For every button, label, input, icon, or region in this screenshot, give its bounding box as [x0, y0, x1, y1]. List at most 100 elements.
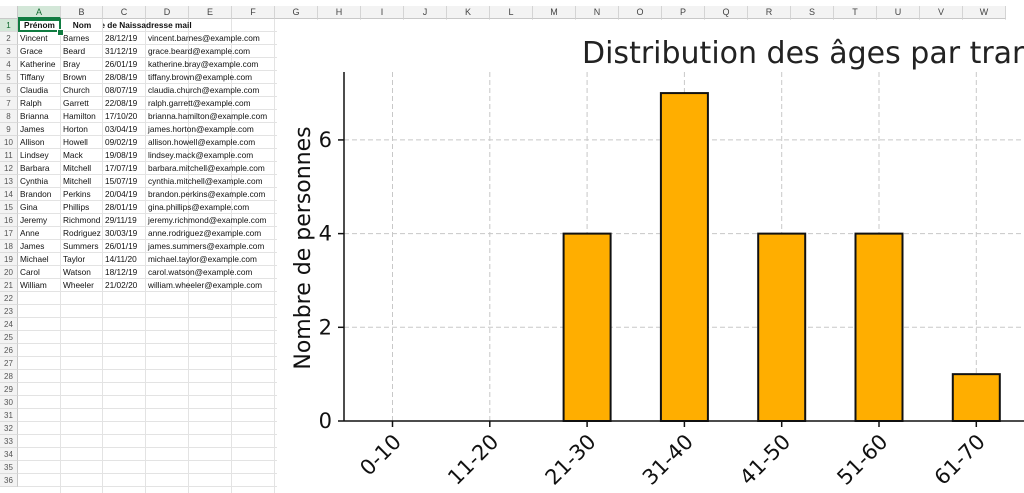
row-header-6[interactable]: 6 [0, 84, 18, 97]
select-all-corner[interactable] [0, 6, 18, 19]
cell[interactable]: 03/04/19 [105, 124, 138, 134]
cell[interactable]: Rodriguez [63, 228, 101, 238]
cell[interactable]: james.horton@example.com [148, 124, 254, 134]
column-header-V[interactable]: V [920, 6, 963, 19]
cell[interactable]: Howell [63, 137, 88, 147]
cell[interactable]: 29/11/19 [105, 215, 137, 225]
row-header-19[interactable]: 19 [0, 253, 18, 266]
cell[interactable]: Tiffany [20, 72, 45, 82]
cell[interactable]: 22/08/19 [105, 98, 138, 108]
cell[interactable]: Summers [63, 241, 99, 251]
row-header-4[interactable]: 4 [0, 58, 18, 71]
age-distribution-chart[interactable]: Distribution des âges par tran Nombre de… [277, 20, 1024, 493]
header-cell[interactable]: e de Naissa [103, 20, 146, 30]
cell[interactable]: vincent.barnes@example.com [148, 33, 260, 43]
cell[interactable]: 28/12/19 [105, 33, 138, 43]
row-header-26[interactable]: 26 [0, 344, 18, 357]
cell[interactable]: Hamilton [63, 111, 96, 121]
cell[interactable]: allison.howell@example.com [148, 137, 256, 147]
column-header-G[interactable]: G [275, 6, 318, 19]
cell[interactable]: Ralph [20, 98, 42, 108]
cell[interactable]: William [20, 280, 47, 290]
fill-handle[interactable] [57, 29, 64, 36]
cell[interactable]: Cynthia [20, 176, 49, 186]
cell[interactable]: 30/03/19 [105, 228, 138, 238]
cell[interactable]: Mitchell [63, 176, 92, 186]
row-header-13[interactable]: 13 [0, 175, 18, 188]
column-header-W[interactable]: W [963, 6, 1006, 19]
row-header-31[interactable]: 31 [0, 409, 18, 422]
row-header-36[interactable]: 36 [0, 474, 18, 487]
cell[interactable]: Jeremy [20, 215, 48, 225]
cell[interactable]: Brianna [20, 111, 49, 121]
header-cell[interactable]: Nom [72, 20, 92, 30]
column-header-Q[interactable]: Q [705, 6, 748, 19]
cell[interactable]: Gina [20, 202, 38, 212]
row-header-25[interactable]: 25 [0, 331, 18, 344]
cell[interactable]: Phillips [63, 202, 90, 212]
cell[interactable]: brianna.hamilton@example.com [148, 111, 268, 121]
cell[interactable]: Church [63, 85, 90, 95]
row-header-23[interactable]: 23 [0, 305, 18, 318]
row-header-20[interactable]: 20 [0, 266, 18, 279]
cell[interactable]: tiffany.brown@example.com [148, 72, 253, 82]
cell[interactable]: Watson [63, 267, 91, 277]
cell[interactable]: Carol [20, 267, 40, 277]
column-header-L[interactable]: L [490, 6, 533, 19]
cell[interactable]: Beard [63, 46, 86, 56]
cell[interactable]: Mitchell [63, 163, 92, 173]
cell[interactable]: 26/01/19 [105, 59, 138, 69]
column-header-H[interactable]: H [318, 6, 361, 19]
cell[interactable]: claudia.church@example.com [148, 85, 260, 95]
cell[interactable]: Richmond [63, 215, 101, 225]
column-header-U[interactable]: U [877, 6, 920, 19]
row-header-32[interactable]: 32 [0, 422, 18, 435]
cell[interactable]: 08/07/19 [105, 85, 138, 95]
cell[interactable]: Perkins [63, 189, 91, 199]
row-header-21[interactable]: 21 [0, 279, 18, 292]
column-header-S[interactable]: S [791, 6, 834, 19]
row-header-8[interactable]: 8 [0, 110, 18, 123]
cell[interactable]: Katherine [20, 59, 56, 69]
cell[interactable]: william.wheeler@example.com [148, 280, 263, 290]
row-header-3[interactable]: 3 [0, 45, 18, 58]
cell[interactable]: katherine.bray@example.com [148, 59, 259, 69]
row-header-1[interactable]: 1 [0, 19, 18, 32]
cell[interactable]: james.summers@example.com [148, 241, 265, 251]
column-header-C[interactable]: C [103, 6, 146, 19]
cell[interactable]: cynthia.mitchell@example.com [148, 176, 263, 186]
cell[interactable]: grace.beard@example.com [148, 46, 251, 56]
row-header-35[interactable]: 35 [0, 461, 18, 474]
cell[interactable]: carol.watson@example.com [148, 267, 253, 277]
cell[interactable]: 26/01/19 [105, 241, 138, 251]
row-header-11[interactable]: 11 [0, 149, 18, 162]
cell[interactable]: 19/08/19 [105, 150, 138, 160]
header-cell[interactable]: Prénom [24, 20, 55, 30]
row-header-33[interactable]: 33 [0, 435, 18, 448]
cell[interactable]: 09/02/19 [105, 137, 138, 147]
cell[interactable]: Brown [63, 72, 87, 82]
row-header-30[interactable]: 30 [0, 396, 18, 409]
cell[interactable]: Barbara [20, 163, 50, 173]
row-header-5[interactable]: 5 [0, 71, 18, 84]
cell[interactable]: Taylor [63, 254, 86, 264]
cell[interactable]: Michael [20, 254, 49, 264]
cell[interactable]: Anne [20, 228, 40, 238]
cell[interactable]: Allison [20, 137, 45, 147]
cell[interactable]: Mack [63, 150, 83, 160]
cell[interactable]: 14/11/20 [105, 254, 137, 264]
row-header-17[interactable]: 17 [0, 227, 18, 240]
row-header-22[interactable]: 22 [0, 292, 18, 305]
row-header-9[interactable]: 9 [0, 123, 18, 136]
cell[interactable]: michael.taylor@example.com [148, 254, 257, 264]
cell[interactable]: 20/04/19 [105, 189, 138, 199]
column-header-M[interactable]: M [533, 6, 576, 19]
row-header-27[interactable]: 27 [0, 357, 18, 370]
column-header-A[interactable]: A [18, 6, 61, 19]
active-cell-A1[interactable] [18, 19, 61, 32]
row-header-34[interactable]: 34 [0, 448, 18, 461]
cell[interactable]: 28/08/19 [105, 72, 138, 82]
cell[interactable]: 21/02/20 [105, 280, 138, 290]
cell[interactable]: James [20, 124, 45, 134]
cell[interactable]: anne.rodriguez@example.com [148, 228, 262, 238]
